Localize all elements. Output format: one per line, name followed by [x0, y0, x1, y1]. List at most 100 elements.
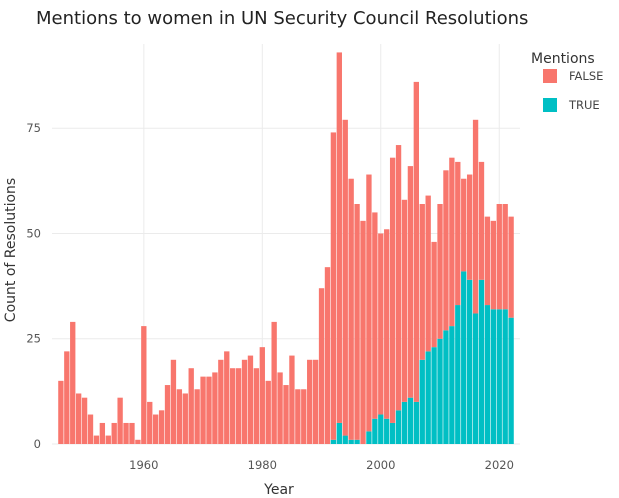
bar-false [182, 393, 188, 444]
bar-false [247, 355, 254, 444]
bar-false [188, 368, 194, 444]
x-tick-label: 1980 [248, 458, 277, 472]
bar-true [378, 414, 384, 444]
bar-false [241, 359, 248, 444]
bar-false [318, 288, 325, 444]
bar-true [461, 271, 467, 444]
bar-false [401, 199, 408, 402]
bar-false [75, 393, 82, 444]
y-axis-ticks: 0 25 50 75 [26, 121, 41, 451]
bar-true [449, 326, 455, 444]
bar-false [472, 119, 479, 314]
bar-false [384, 229, 390, 419]
bar-false [289, 355, 295, 444]
legend-label-true: TRUE [568, 98, 600, 112]
x-tick-label: 2000 [366, 458, 395, 472]
bar-true [336, 422, 342, 444]
bar-false [354, 204, 360, 440]
bar-false [123, 422, 129, 444]
bar-false [230, 368, 236, 444]
bar-false [307, 359, 313, 444]
bar-false [324, 267, 331, 444]
bar-false [312, 359, 319, 444]
bar-true [484, 305, 491, 444]
bar-false [490, 220, 497, 310]
bar-false [129, 422, 135, 444]
bar-true [407, 397, 414, 444]
bar-true [425, 351, 431, 444]
bar-false [449, 157, 455, 327]
bar-true [413, 401, 419, 444]
x-axis-title: Year [263, 482, 294, 498]
bar-false [218, 359, 224, 444]
bar-false [224, 351, 230, 444]
y-tick-label: 25 [26, 332, 41, 346]
bar-false [81, 397, 88, 444]
bar-true [472, 313, 479, 444]
bar-true [431, 347, 437, 444]
bar-false [200, 376, 206, 444]
bar-false [419, 204, 425, 360]
bar-false [99, 422, 106, 444]
bar-false [336, 52, 342, 423]
bar-false [135, 439, 141, 444]
bar-false [461, 178, 467, 272]
bar-false [425, 195, 431, 352]
bar-false [496, 204, 502, 310]
bar-false [295, 389, 301, 444]
bar-false [466, 174, 473, 280]
bar-true [372, 418, 378, 444]
bar-true [354, 439, 360, 444]
bar-false [147, 401, 153, 444]
bar-false [158, 410, 165, 444]
bar-true [384, 418, 390, 444]
bar-false [206, 376, 212, 444]
bar-false [111, 422, 117, 444]
bar-true [496, 309, 502, 444]
legend-swatch-false [543, 69, 557, 83]
y-tick-label: 0 [34, 437, 41, 451]
bar-false [330, 132, 337, 440]
bar-false [283, 385, 289, 444]
bar-false [484, 216, 491, 306]
bar-false [194, 389, 200, 444]
bar-true [389, 422, 396, 444]
bar-false [176, 389, 183, 444]
bar-false [378, 233, 384, 415]
bar-false [348, 178, 354, 440]
bar-false [141, 326, 147, 444]
bar-false [259, 347, 265, 444]
x-tick-label: 2020 [485, 458, 514, 472]
bar-false [93, 435, 100, 444]
bar-false [366, 174, 372, 432]
bar-false [431, 241, 437, 348]
bar-false [117, 397, 123, 444]
bar-false [389, 157, 396, 423]
bar-false [508, 216, 514, 318]
bar-true [455, 305, 461, 444]
bar-false [271, 321, 277, 444]
bar-true [502, 309, 508, 444]
bar-true [478, 279, 485, 444]
bar-true [466, 279, 473, 444]
bar-false [253, 368, 260, 444]
bar-false [170, 359, 177, 444]
legend: Mentions FALSE TRUE [531, 51, 603, 112]
bar-false [64, 351, 70, 444]
bar-true [401, 401, 408, 444]
legend-title: Mentions [531, 51, 595, 67]
x-tick-label: 1960 [129, 458, 158, 472]
bars [58, 52, 514, 444]
bar-true [443, 330, 449, 444]
bar-false [407, 166, 414, 398]
bar-false [164, 385, 171, 444]
bar-false [265, 380, 271, 444]
bar-false [443, 170, 449, 331]
legend-items: FALSE TRUE [543, 69, 603, 112]
y-axis-title: Count of Resolutions [3, 178, 19, 322]
bar-false [105, 435, 111, 444]
bar-true [342, 435, 348, 444]
bar-true [437, 338, 443, 444]
bar-true [366, 431, 372, 444]
